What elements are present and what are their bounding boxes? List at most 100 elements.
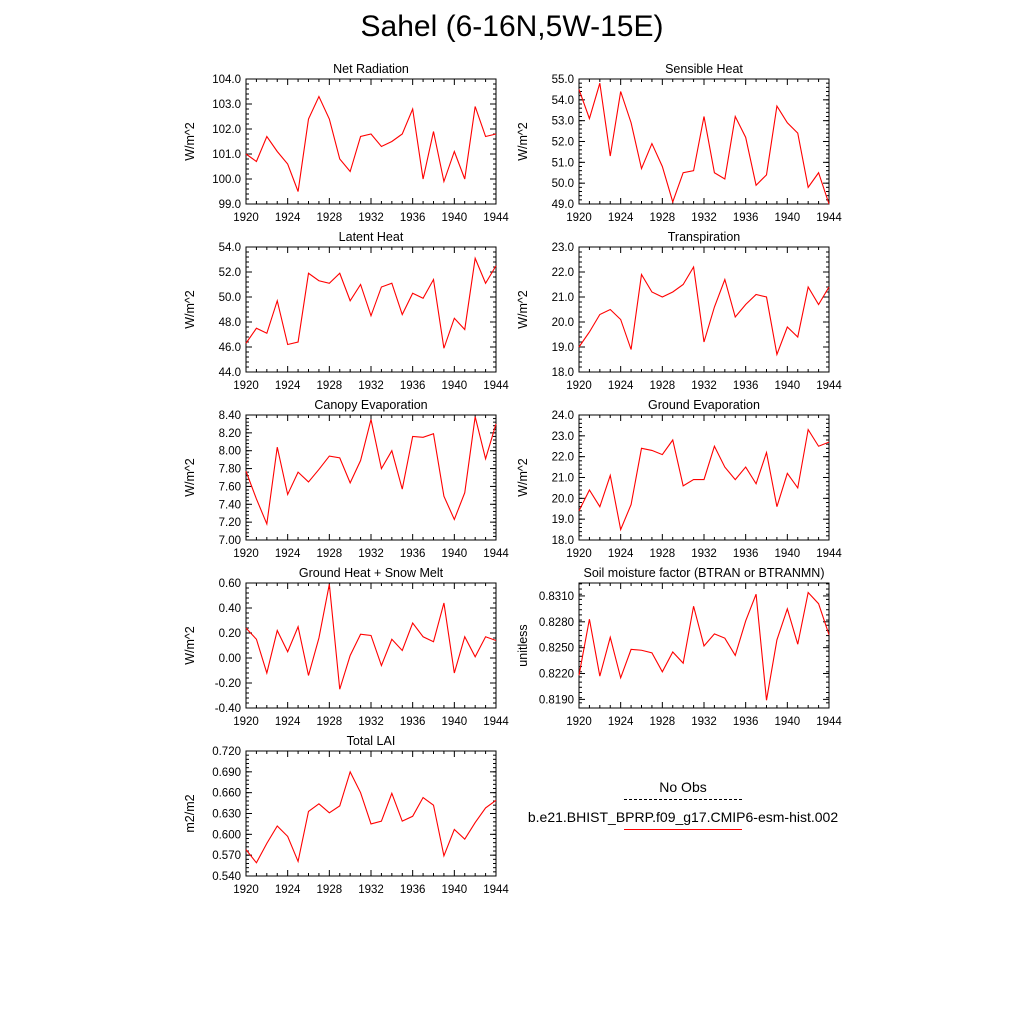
- x-tick-label: 1936: [400, 212, 426, 224]
- plot-frame: [578, 246, 830, 373]
- y-tick-label: 46.0: [219, 342, 241, 354]
- y-tick-label: 7.80: [219, 464, 241, 476]
- y-tick-label: 50.0: [552, 178, 574, 190]
- series-line-1: [245, 584, 497, 690]
- x-tick-label: 1944: [816, 716, 842, 728]
- y-tick-label: 103.0: [212, 99, 241, 111]
- y-tick-label: 7.00: [219, 535, 241, 547]
- x-tick-label: 1924: [608, 548, 634, 560]
- y-tick-label: 0.600: [212, 829, 241, 841]
- x-tick-label: 1932: [358, 716, 384, 728]
- x-tick-label: 1924: [608, 716, 634, 728]
- y-tick-label: 0.660: [212, 788, 241, 800]
- y-tick-label: 100.0: [212, 174, 241, 186]
- chart-panel-4: 1920 1924 1928 1932 1936 1940 1944 18.0 19.0 20.0…: [516, 230, 842, 392]
- series-line-1: [578, 428, 830, 532]
- y-tick-label: 18.0: [552, 367, 574, 379]
- legend-obs-label: No Obs: [659, 779, 707, 795]
- x-tick-label: 1924: [275, 380, 301, 392]
- y-tick-label: 20.0: [552, 493, 574, 505]
- y-tick-label: 101.0: [212, 149, 241, 161]
- y-tick-label: 0.8310: [539, 591, 574, 603]
- chart-panel-3: 1920 1924 1928 1932 1936 1940 1944 44.0 46.0 48.0…: [183, 230, 509, 392]
- x-tick-label: 1932: [691, 380, 717, 392]
- x-tick-label: 1928: [650, 548, 676, 560]
- x-tick-label: 1932: [691, 212, 717, 224]
- x-tick-label: 1928: [317, 716, 343, 728]
- y-tick-label: 0.8220: [539, 669, 574, 681]
- y-axis-label: W/m^2: [183, 458, 197, 497]
- y-tick-label: 99.0: [219, 199, 241, 211]
- panel-title: Ground Heat + Snow Melt: [299, 566, 444, 580]
- panel-title: Transpiration: [668, 230, 741, 244]
- panel-title: Canopy Evaporation: [314, 398, 427, 412]
- x-tick-label: 1940: [775, 716, 801, 728]
- x-tick-label: 1936: [400, 380, 426, 392]
- plot-frame: [578, 78, 830, 205]
- x-tick-label: 1932: [358, 548, 384, 560]
- y-tick-label: 53.0: [552, 116, 574, 128]
- x-tick-label: 1936: [400, 716, 426, 728]
- x-tick-label: 1920: [233, 380, 259, 392]
- x-tick-label: 1940: [442, 716, 468, 728]
- x-tick-label: 1944: [816, 212, 842, 224]
- chart-panel-2: 1920 1924 1928 1932 1936 1940 1944 49.0 50.0 51.0…: [516, 62, 842, 224]
- y-tick-label: 7.20: [219, 517, 241, 529]
- y-tick-label: 0.60: [219, 578, 241, 590]
- y-tick-label: 0.8250: [539, 643, 574, 655]
- y-tick-label: 20.0: [552, 317, 574, 329]
- plot-frame: [245, 582, 497, 709]
- y-tick-label: 52.0: [219, 267, 241, 279]
- y-tick-label: 22.0: [552, 452, 574, 464]
- x-tick-label: 1944: [483, 212, 509, 224]
- y-tick-label: 52.0: [552, 137, 574, 149]
- x-tick-label: 1944: [483, 380, 509, 392]
- y-axis-label: W/m^2: [516, 122, 530, 161]
- x-tick-label: 1936: [733, 716, 759, 728]
- panel-title: Net Radiation: [333, 62, 409, 76]
- y-tick-label: 44.0: [219, 367, 241, 379]
- x-tick-label: 1920: [566, 716, 592, 728]
- panel-title: Sensible Heat: [665, 62, 743, 76]
- y-tick-label: -0.40: [215, 703, 241, 715]
- series-line-1: [578, 83, 830, 205]
- legend: No Obs b.e21.BHIST_BPRP.f09_g17.CMIP6-es…: [520, 778, 846, 838]
- chart-panel-9: 1920 1924 1928 1932 1936 1940 1944 0.540 0.570 0.…: [183, 734, 509, 896]
- x-tick-label: 1936: [400, 548, 426, 560]
- x-tick-label: 1924: [275, 548, 301, 560]
- y-axis-label: W/m^2: [183, 290, 197, 329]
- y-tick-label: 0.20: [219, 628, 241, 640]
- x-tick-label: 1920: [566, 548, 592, 560]
- x-tick-label: 1924: [608, 212, 634, 224]
- x-tick-label: 1944: [816, 548, 842, 560]
- y-tick-label: 0.00: [219, 653, 241, 665]
- x-tick-label: 1932: [358, 212, 384, 224]
- x-tick-label: 1944: [483, 884, 509, 896]
- y-tick-label: 0.570: [212, 850, 241, 862]
- y-tick-label: 0.690: [212, 767, 241, 779]
- x-tick-label: 1944: [483, 716, 509, 728]
- series-line-1: [245, 770, 497, 864]
- y-tick-label: 104.0: [212, 74, 241, 86]
- y-tick-label: 22.0: [552, 267, 574, 279]
- y-tick-label: 24.0: [552, 410, 574, 422]
- x-tick-label: 1932: [358, 884, 384, 896]
- y-tick-label: 8.40: [219, 410, 241, 422]
- x-tick-label: 1920: [233, 884, 259, 896]
- panel-title: Soil moisture factor (BTRAN or BTRANMN): [583, 566, 824, 580]
- panel-title: Ground Evaporation: [648, 398, 760, 412]
- plot-frame: [245, 246, 497, 373]
- x-tick-label: 1920: [566, 380, 592, 392]
- y-tick-label: 49.0: [552, 199, 574, 211]
- x-tick-label: 1944: [483, 548, 509, 560]
- chart-panel-7: 1920 1924 1928 1932 1936 1940 1944 -0.40 -0.20 0.…: [183, 566, 509, 728]
- x-tick-label: 1936: [400, 884, 426, 896]
- y-tick-label: 8.00: [219, 446, 241, 458]
- x-tick-label: 1940: [442, 884, 468, 896]
- y-axis-label: W/m^2: [516, 290, 530, 329]
- x-tick-label: 1928: [317, 548, 343, 560]
- legend-model-swatch: [624, 829, 742, 830]
- y-tick-label: 48.0: [219, 317, 241, 329]
- x-tick-label: 1928: [317, 380, 343, 392]
- y-tick-label: 19.0: [552, 514, 574, 526]
